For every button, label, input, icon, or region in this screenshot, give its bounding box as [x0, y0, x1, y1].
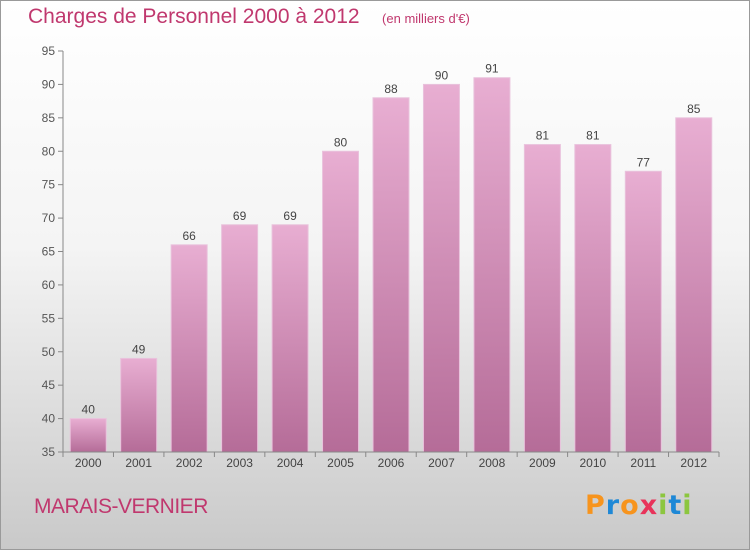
- bar-value-label: 90: [435, 68, 449, 82]
- x-tick-label: 2002: [176, 456, 203, 470]
- bar: [271, 224, 309, 453]
- bar-value-label: 69: [283, 209, 297, 223]
- y-tick-label: 75: [42, 178, 56, 192]
- brand-logo-letter: o: [620, 490, 640, 521]
- brand-logo-letter: i: [682, 490, 693, 521]
- x-tick-label: 2009: [529, 456, 556, 470]
- bar-value-label: 81: [536, 129, 550, 143]
- bar: [675, 117, 713, 453]
- y-tick-label: 90: [42, 77, 56, 91]
- brand-logo-letter: P: [585, 490, 606, 521]
- x-tick-label: 2005: [327, 456, 354, 470]
- y-tick-label: 45: [42, 378, 56, 392]
- bar-value-label: 85: [687, 102, 701, 116]
- x-tick-label: 2000: [75, 456, 102, 470]
- bar: [422, 83, 460, 453]
- bar: [372, 97, 410, 453]
- y-tick-label: 85: [42, 111, 56, 125]
- chart-title: Charges de Personnel 2000 à 2012: [28, 5, 360, 28]
- bar: [170, 244, 208, 453]
- y-tick-label: 50: [42, 345, 56, 359]
- bar-value-label: 88: [384, 82, 398, 96]
- x-tick-label: 2010: [579, 456, 606, 470]
- y-tick-label: 40: [42, 412, 56, 426]
- x-tick-label: 2004: [277, 456, 304, 470]
- chart-unit-label: (en milliers d'€): [382, 11, 470, 26]
- x-tick-label: 2012: [680, 456, 707, 470]
- y-tick-label: 80: [42, 144, 56, 158]
- x-tick-label: 2001: [125, 456, 152, 470]
- x-tick-label: 2003: [226, 456, 253, 470]
- bar: [120, 357, 158, 453]
- bar-value-label: 40: [82, 403, 96, 417]
- bar: [322, 150, 360, 453]
- y-tick-label: 35: [42, 445, 56, 459]
- bar: [221, 224, 259, 453]
- y-tick-label: 65: [42, 245, 56, 259]
- brand-logo-letter: x: [639, 490, 659, 521]
- bar-value-label: 81: [586, 129, 600, 143]
- title-row: Charges de Personnel 2000 à 2012 (en mil…: [28, 5, 470, 29]
- bar-value-label: 69: [233, 209, 247, 223]
- bar-value-label: 49: [132, 342, 146, 356]
- bars: 40 49 66 69 69 80 88 90 91 81 81 77 85: [69, 62, 713, 453]
- bar: [473, 77, 511, 453]
- x-tick-label: 2011: [630, 456, 656, 470]
- brand-logo: Proxiti: [585, 490, 693, 521]
- bar-value-label: 77: [637, 155, 651, 169]
- bar-value-label: 80: [334, 135, 348, 149]
- bar: [69, 418, 107, 453]
- commune-name: MARAIS-VERNIER: [34, 495, 208, 518]
- y-tick-label: 55: [42, 311, 56, 325]
- x-tick-label: 2007: [428, 456, 455, 470]
- x-tick-label: 2006: [378, 456, 405, 470]
- x-tick-label: 2008: [479, 456, 506, 470]
- brand-logo-letter: t: [668, 490, 683, 521]
- bar: [624, 170, 662, 453]
- bar-value-label: 66: [182, 229, 196, 243]
- y-tick-label: 60: [42, 278, 56, 292]
- bar: [574, 144, 612, 453]
- y-axis: 35 40 45 50 55 60 65 70 75 80 85 90 95: [42, 44, 64, 459]
- bar: [523, 144, 561, 453]
- brand-logo-letter: i: [658, 490, 669, 521]
- x-axis: 2000 2001 2002 2003 2004 2005 2006 2007 2008 2009…: [62, 451, 720, 470]
- brand-logo-letter: r: [605, 490, 621, 521]
- y-tick-label: 70: [42, 211, 56, 225]
- y-tick-label: 95: [42, 44, 56, 58]
- bar-value-label: 91: [485, 62, 499, 76]
